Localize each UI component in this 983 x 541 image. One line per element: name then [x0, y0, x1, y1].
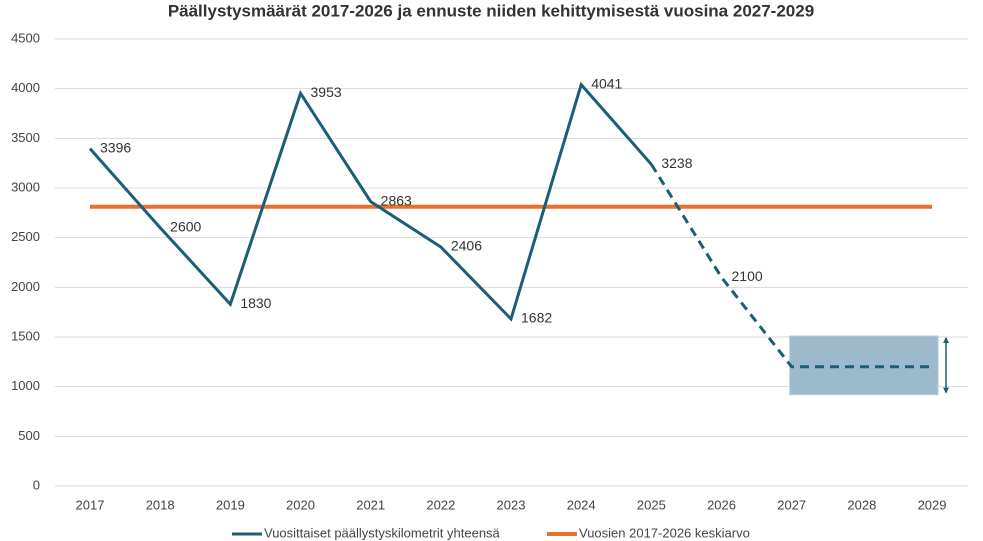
x-tick-label: 2022 — [426, 497, 455, 512]
data-label: 2863 — [381, 192, 412, 208]
x-tick-label: 2020 — [286, 497, 315, 512]
data-label: 4041 — [591, 75, 622, 91]
x-tick-label: 2023 — [497, 497, 526, 512]
x-tick-label: 2028 — [847, 497, 876, 512]
data-label: 1830 — [240, 295, 271, 311]
chart-title: Päällystysmäärät 2017-2026 ja ennuste ni… — [168, 1, 814, 20]
series-line — [88, 81, 653, 322]
x-tick-label: 2021 — [356, 497, 385, 512]
y-tick-label: 500 — [18, 428, 40, 443]
data-label: 3953 — [311, 84, 342, 100]
data-label: 2600 — [170, 218, 201, 234]
y-tick-label: 3000 — [11, 179, 40, 194]
x-tick-label: 2027 — [777, 497, 806, 512]
y-tick-label: 4000 — [11, 80, 40, 95]
x-tick-label: 2026 — [707, 497, 736, 512]
x-tick-label: 2019 — [216, 497, 245, 512]
data-label: 3396 — [100, 139, 131, 155]
series-line — [650, 163, 933, 369]
x-tick-label: 2029 — [918, 497, 947, 512]
x-tick-label: 2017 — [76, 497, 105, 512]
x-tick-label: 2024 — [567, 497, 596, 512]
legend-label: Vuosittaiset päällystyskilometrit yhteen… — [264, 525, 501, 540]
legend-label: Vuosien 2017-2026 keskiarvo — [579, 525, 750, 540]
data-label: 3238 — [661, 155, 692, 171]
y-tick-label: 4500 — [11, 30, 40, 45]
data-label: 2100 — [732, 268, 763, 284]
data-label: 2406 — [451, 238, 482, 254]
y-tick-label: 2500 — [11, 229, 40, 244]
arrow-head — [943, 387, 950, 394]
y-tick-label: 1000 — [11, 378, 40, 393]
y-tick-label: 3500 — [11, 130, 40, 145]
y-tick-label: 1500 — [11, 328, 40, 343]
x-tick-label: 2018 — [146, 497, 175, 512]
y-tick-label: 2000 — [11, 279, 40, 294]
data-label: 1682 — [521, 310, 552, 326]
x-tick-label: 2025 — [637, 497, 666, 512]
y-tick-label: 0 — [33, 477, 40, 492]
arrow-head — [943, 337, 950, 344]
